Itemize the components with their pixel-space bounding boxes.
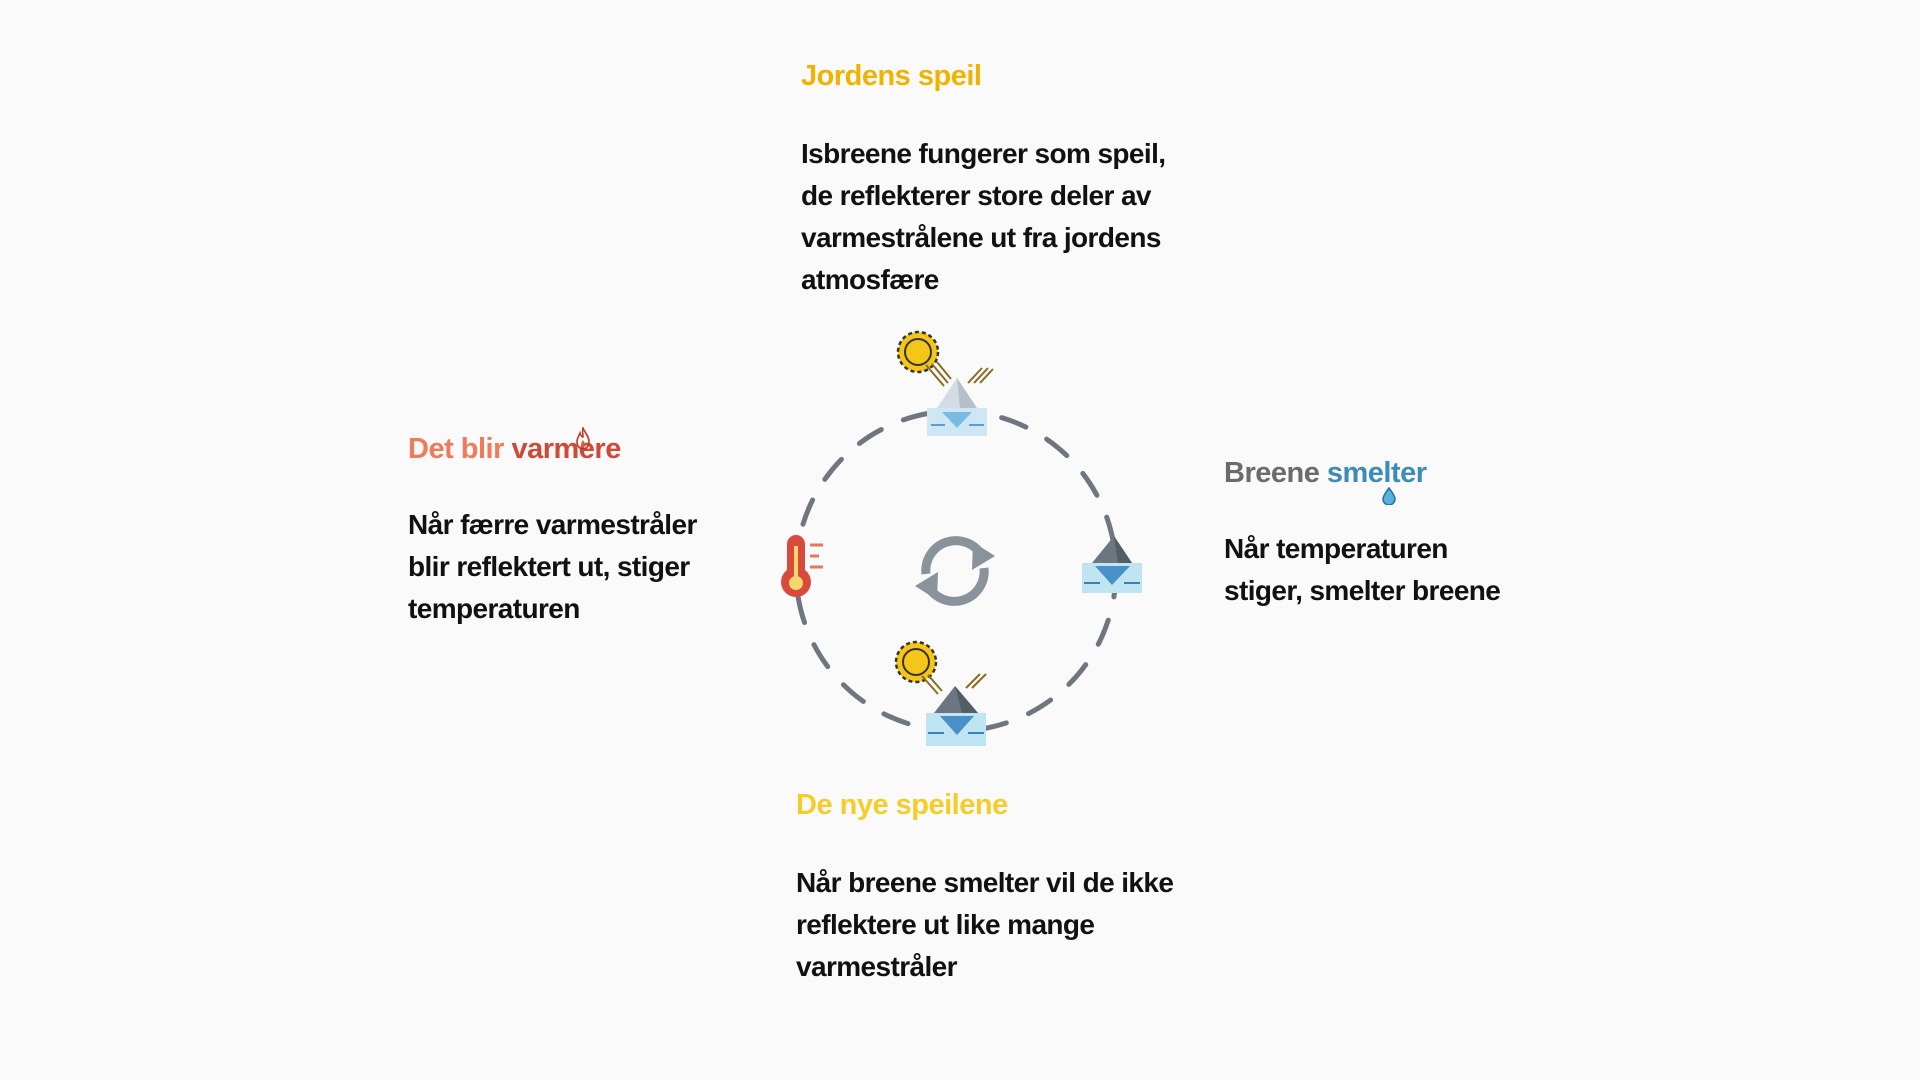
water-drop-icon (1382, 487, 1396, 505)
flame-icon (576, 427, 590, 450)
thermometer-icon (781, 535, 823, 597)
sun-icon (894, 640, 938, 684)
right-heading-part1: Breene (1224, 457, 1320, 489)
right-heading-part2: smelter (1326, 457, 1427, 489)
sun-icon (896, 330, 940, 374)
right-heading: Breene smelter (1224, 457, 1524, 505)
melting-iceberg-icon (1082, 536, 1142, 593)
right-body: Når temperaturen stiger, smelter breene (1224, 533, 1501, 606)
bottom-body: Når breene smelter vil de ikke reflekter… (796, 867, 1174, 982)
cycle-diagram (781, 330, 1142, 746)
sun-and-white-iceberg-icon (896, 330, 994, 436)
top-body: Isbreene fungerer som speil, de reflekte… (801, 138, 1166, 295)
left-heading-part2: varmere (511, 433, 621, 465)
top-section: Jordens speil Isbreene fungerer som spei… (801, 60, 1181, 301)
cycle-circle (793, 408, 1119, 734)
left-section: Det blir varmere Når færre varmestråler … (408, 427, 708, 630)
left-heading: Det blir varmere (408, 427, 708, 466)
right-section: Breene smelter Når temperaturen stiger, … (1224, 457, 1524, 612)
bottom-section: De nye speilene Når breene smelter vil d… (796, 789, 1256, 988)
sun-and-dark-iceberg-icon (894, 640, 987, 746)
top-heading: Jordens speil (801, 60, 982, 92)
bottom-heading: De nye speilene (796, 789, 1008, 821)
cycle-arrows-icon (915, 536, 995, 606)
left-body: Når færre varmestråler blir reflektert u… (408, 509, 697, 624)
left-heading-part1: Det blir (408, 433, 504, 465)
